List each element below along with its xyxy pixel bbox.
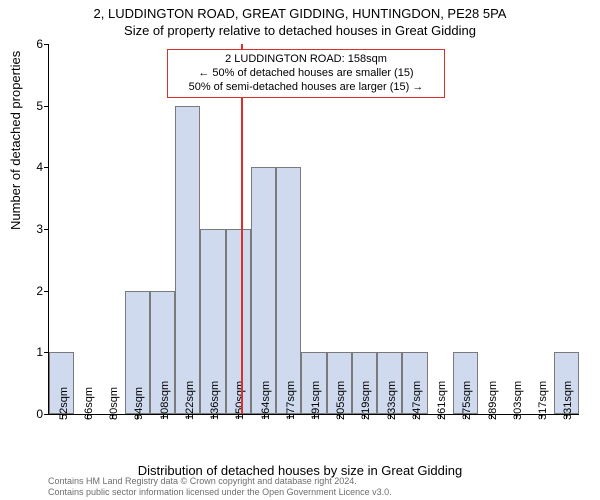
annotation-line-3: 50% of semi-detached houses are larger (… [174,81,438,95]
ytick-mark [44,106,49,107]
footer-line-2: Contains public sector information licen… [48,487,392,498]
plot-area: 012345652sqm66sqm80sqm94sqm108sqm122sqm1… [48,44,579,415]
xtick-label: 317sqm [537,381,549,420]
xtick-label: 94sqm [133,387,145,420]
xtick-label: 205sqm [335,381,347,420]
ytick-mark [44,229,49,230]
xtick-label: 247sqm [411,381,423,420]
xtick-label: 108sqm [159,381,171,420]
ytick-mark [44,167,49,168]
ytick-mark [44,291,49,292]
reference-line [241,44,243,414]
ytick-mark [44,44,49,45]
xtick-label: 261sqm [436,381,448,420]
histogram-bar [251,167,276,414]
histogram-bar [276,167,301,414]
ytick-label: 1 [36,345,43,359]
ytick-mark [44,414,49,415]
ytick-label: 2 [36,284,43,298]
xtick-label: 275sqm [461,381,473,420]
xtick-label: 233sqm [386,381,398,420]
footer-line-1: Contains HM Land Registry data © Crown c… [48,476,392,487]
xtick-label: 164sqm [260,381,272,420]
ytick-label: 5 [36,99,43,113]
ytick-label: 6 [36,37,43,51]
xtick-label: 331sqm [562,381,574,420]
histogram-chart: 2, LUDDINGTON ROAD, GREAT GIDDING, HUNTI… [0,0,600,500]
annotation-box: 2 LUDDINGTON ROAD: 158sqm ← 50% of detac… [167,49,445,98]
xtick-label: 122sqm [184,381,196,420]
ytick-label: 3 [36,222,43,236]
histogram-bar [175,106,200,414]
y-axis-label: Number of detached properties [8,51,23,230]
xtick-label: 177sqm [285,381,297,420]
chart-title-sub: Size of property relative to detached ho… [0,23,600,38]
annotation-line-1: 2 LUDDINGTON ROAD: 158sqm [174,53,438,67]
xtick-label: 52sqm [58,387,70,420]
xtick-label: 303sqm [512,381,524,420]
xtick-label: 136sqm [209,381,221,420]
xtick-label: 289sqm [487,381,499,420]
xtick-label: 219sqm [360,381,372,420]
footer-attribution: Contains HM Land Registry data © Crown c… [48,476,392,498]
ytick-label: 4 [36,160,43,174]
ytick-label: 0 [36,407,43,421]
xtick-label: 66sqm [83,387,95,420]
chart-title-main: 2, LUDDINGTON ROAD, GREAT GIDDING, HUNTI… [0,6,600,21]
xtick-label: 80sqm [108,387,120,420]
annotation-line-2: ← 50% of detached houses are smaller (15… [174,67,438,81]
xtick-label: 191sqm [310,381,322,420]
